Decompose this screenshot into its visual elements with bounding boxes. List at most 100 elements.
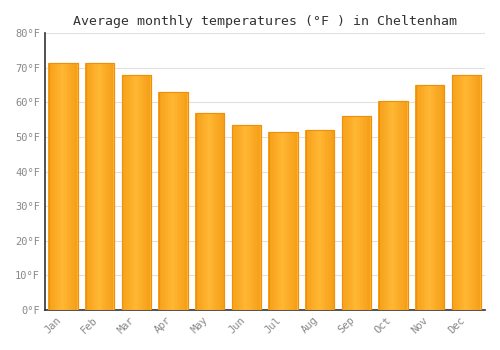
Bar	[369, 116, 370, 310]
Bar	[436, 85, 438, 310]
Bar	[474, 75, 476, 310]
Bar	[348, 116, 349, 310]
Bar	[198, 113, 199, 310]
Bar	[316, 130, 318, 310]
Bar	[472, 75, 473, 310]
Bar	[378, 101, 380, 310]
Bar	[49, 63, 78, 310]
Bar	[470, 75, 472, 310]
Bar	[453, 75, 454, 310]
Bar	[253, 125, 254, 310]
Bar	[381, 101, 382, 310]
Bar	[254, 125, 256, 310]
Bar	[176, 92, 177, 310]
Bar	[232, 125, 233, 310]
Bar	[196, 113, 224, 310]
Bar	[98, 63, 99, 310]
Bar	[276, 132, 277, 310]
Bar	[284, 132, 286, 310]
Bar	[105, 63, 106, 310]
Bar	[170, 92, 171, 310]
Bar	[290, 132, 291, 310]
Bar	[452, 75, 453, 310]
Bar	[315, 130, 316, 310]
Bar	[363, 116, 364, 310]
Bar	[305, 130, 306, 310]
Bar	[319, 130, 320, 310]
Bar	[220, 113, 222, 310]
Bar	[102, 63, 104, 310]
Bar	[463, 75, 464, 310]
Bar	[397, 101, 398, 310]
Bar	[456, 75, 458, 310]
Bar	[350, 116, 352, 310]
Bar	[174, 92, 176, 310]
Bar	[312, 130, 314, 310]
Bar	[398, 101, 400, 310]
Bar	[415, 85, 416, 310]
Bar	[360, 116, 362, 310]
Bar	[50, 63, 51, 310]
Bar	[429, 85, 430, 310]
Bar	[309, 130, 310, 310]
Bar	[324, 130, 325, 310]
Bar	[195, 113, 196, 310]
Bar	[272, 132, 274, 310]
Bar	[359, 116, 360, 310]
Bar	[379, 101, 408, 310]
Bar	[71, 63, 72, 310]
Bar	[178, 92, 180, 310]
Bar	[218, 113, 219, 310]
Bar	[390, 101, 391, 310]
Bar	[394, 101, 396, 310]
Bar	[206, 113, 208, 310]
Bar	[186, 92, 187, 310]
Bar	[328, 130, 330, 310]
Bar	[422, 85, 424, 310]
Bar	[452, 75, 481, 310]
Bar	[72, 63, 74, 310]
Bar	[353, 116, 354, 310]
Bar	[199, 113, 200, 310]
Bar	[162, 92, 164, 310]
Bar	[442, 85, 444, 310]
Bar	[391, 101, 392, 310]
Bar	[126, 75, 128, 310]
Bar	[51, 63, 52, 310]
Title: Average monthly temperatures (°F ) in Cheltenham: Average monthly temperatures (°F ) in Ch…	[73, 15, 457, 28]
Bar	[142, 75, 143, 310]
Bar	[215, 113, 216, 310]
Bar	[271, 132, 272, 310]
Bar	[469, 75, 470, 310]
Bar	[473, 75, 474, 310]
Bar	[92, 63, 94, 310]
Bar	[148, 75, 150, 310]
Bar	[440, 85, 442, 310]
Bar	[177, 92, 178, 310]
Bar	[384, 101, 386, 310]
Bar	[460, 75, 462, 310]
Bar	[459, 75, 460, 310]
Bar	[401, 101, 402, 310]
Bar	[70, 63, 71, 310]
Bar	[67, 63, 68, 310]
Bar	[168, 92, 170, 310]
Bar	[122, 75, 123, 310]
Bar	[252, 125, 253, 310]
Bar	[161, 92, 162, 310]
Bar	[216, 113, 218, 310]
Bar	[184, 92, 186, 310]
Bar	[214, 113, 215, 310]
Bar	[160, 92, 161, 310]
Bar	[94, 63, 95, 310]
Bar	[468, 75, 469, 310]
Bar	[58, 63, 59, 310]
Bar	[326, 130, 328, 310]
Bar	[268, 132, 270, 310]
Bar	[392, 101, 394, 310]
Bar	[52, 63, 54, 310]
Bar	[96, 63, 98, 310]
Bar	[236, 125, 238, 310]
Bar	[146, 75, 148, 310]
Bar	[243, 125, 244, 310]
